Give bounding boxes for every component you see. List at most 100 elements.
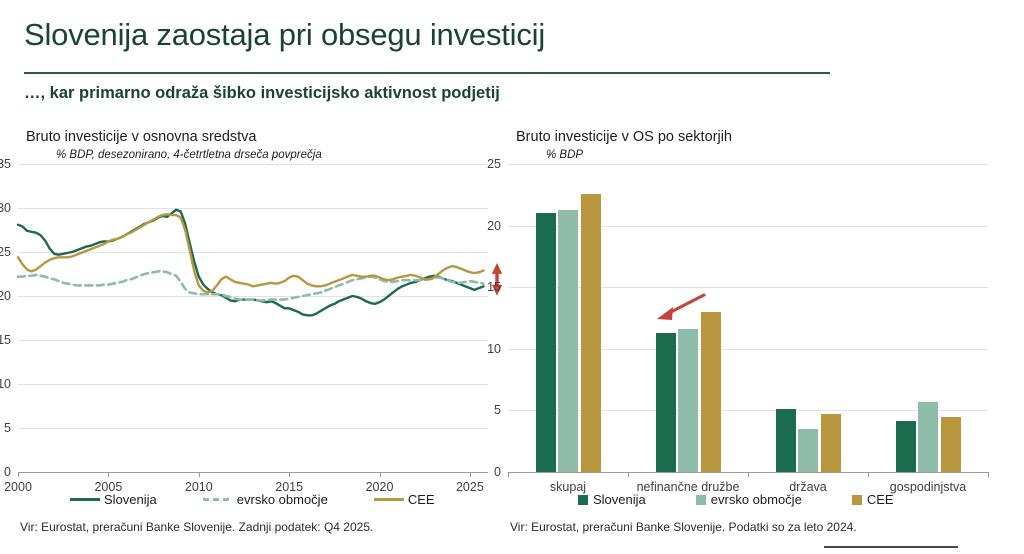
category-label-država: država	[789, 480, 827, 494]
x-tick-2025: 2025	[455, 480, 484, 494]
legend-swatch-icon	[851, 494, 862, 505]
y-tick-15: 15	[487, 280, 501, 295]
bar-gospodinjstva-cee	[940, 416, 961, 472]
line-cee	[16, 212, 485, 294]
x-tick-mark-2010	[198, 472, 200, 477]
x-tick-2020: 2020	[365, 480, 394, 494]
gap-arrow-icon	[491, 262, 503, 296]
line-evrsko-območje	[16, 270, 485, 302]
legend-swatch-icon	[202, 498, 233, 501]
red-arrow-icon	[657, 293, 706, 320]
legend-label: CEE	[866, 492, 894, 507]
gridline-25	[18, 252, 488, 253]
category-tick-mark-1	[628, 472, 629, 477]
legend-swatch-icon	[70, 498, 100, 501]
gridline-5	[508, 410, 988, 412]
legend-swatch-icon	[373, 498, 404, 501]
x-tick-mark-2025	[469, 472, 471, 477]
x-tick-mark-2005	[108, 472, 110, 477]
legend-swatch-icon	[695, 494, 706, 505]
bar-nefinančne-družbe-slovenija	[655, 332, 676, 472]
page-title: Slovenija zaostaja pri obsegu investicij	[24, 17, 546, 52]
legend-swatch-icon	[578, 494, 588, 505]
legend-label: Slovenija	[104, 492, 157, 507]
gridline-15	[508, 287, 988, 289]
y-tick-25: 25	[0, 245, 11, 259]
x-tick-2015: 2015	[275, 480, 304, 494]
y-tick-5: 5	[4, 421, 11, 435]
left-chart-unit: % BDP, desezonirano, 4-četrtletna drseča…	[56, 149, 322, 161]
gridline-10	[18, 384, 488, 385]
right-chart-title: Bruto investicije v OS po sektorjih	[516, 129, 732, 145]
right-chart-panel: Bruto investicije v OS po sektorjih % BD…	[487, 128, 1013, 534]
legend-item-evrsko-območje: evrsko območje	[695, 492, 802, 507]
legend-label: evrsko območje	[236, 492, 328, 507]
category-label-nefinančne-družbe: nefinančne družbe	[636, 480, 740, 494]
gridline-20	[18, 296, 488, 297]
x-tick-mark-2015	[289, 472, 291, 477]
y-tick-15: 15	[0, 333, 11, 347]
y-tick-30: 30	[0, 201, 11, 215]
gridline-20	[508, 225, 988, 227]
bar-država-cee	[820, 414, 841, 472]
bar-skupaj-cee	[580, 193, 601, 472]
bar-chart-legend: Slovenija evrsko območje CEE	[578, 492, 894, 507]
legend-label: Slovenija	[593, 492, 646, 507]
gridline-5	[18, 428, 488, 429]
line-series-group	[16, 208, 503, 317]
y-tick-20: 20	[0, 289, 11, 303]
right-chart-unit: % BDP	[546, 149, 584, 161]
y-tick-0: 0	[494, 465, 501, 479]
bar-nefinančne-družbe-evrsko-območje	[678, 329, 698, 472]
x-tick-2010: 2010	[184, 480, 213, 494]
bar-skupaj-slovenija	[535, 213, 556, 472]
x-tick-mark-2000	[18, 472, 19, 477]
left-chart-source: Vir: Eurostat, preračuni Banke Slovenije…	[20, 520, 374, 534]
legend-item-evrsko-območje: evrsko območje	[202, 492, 328, 507]
bar-nefinančne-družbe-cee	[700, 311, 721, 472]
gridline-25	[508, 164, 988, 165]
left-chart-panel: Bruto investicije v osnovna sredstva % B…	[0, 128, 508, 534]
legend-label: evrsko območje	[710, 492, 802, 507]
gridline-0	[18, 472, 488, 473]
line-chart-plot: 0 5 10 15 20 25 30 35 2000 2005 2010 2015 2020 2025	[0, 157, 503, 494]
y-tick-0: 0	[4, 465, 11, 479]
y-tick-10: 10	[0, 377, 11, 391]
legend-item-cee: CEE	[373, 492, 435, 507]
category-tick-mark-4	[988, 472, 989, 477]
category-label-skupaj: skupaj	[549, 480, 587, 494]
gridline-10	[508, 348, 988, 350]
left-chart-title: Bruto investicije v osnovna sredstva	[26, 129, 257, 145]
category-tick-mark-0	[508, 472, 509, 477]
legend-item-cee: CEE	[851, 492, 894, 507]
gridline-35	[18, 164, 488, 165]
line-chart-legend: Slovenija evrsko območje CEE	[70, 492, 435, 507]
y-tick-20: 20	[487, 218, 501, 233]
bar-skupaj-evrsko-območje	[558, 209, 578, 472]
page-subtitle: …, kar primarno odraža šibko investicijs…	[24, 84, 500, 102]
bar-država-slovenija	[775, 409, 796, 472]
legend-label: CEE	[407, 492, 435, 507]
y-tick-35: 35	[0, 157, 11, 171]
y-tick-25: 25	[487, 157, 501, 171]
bar-država-evrsko-območje	[798, 428, 818, 472]
legend-item-slovenija: Slovenija	[70, 492, 157, 507]
legend-item-slovenija: Slovenija	[578, 492, 646, 507]
x-tick-mark-2020	[379, 472, 381, 477]
bar-chart-plot: 0 5 10 15 20 25 skupaj nefinančne družbe država g…	[487, 157, 989, 494]
annotation-layer	[657, 293, 706, 320]
right-chart-source: Vir: Eurostat, preračuni Banke Slovenije…	[510, 520, 857, 534]
gridline-30	[18, 208, 488, 209]
x-tick-2000: 2000	[4, 480, 32, 494]
footer-divider	[824, 546, 958, 548]
category-tick-mark-2	[748, 472, 749, 477]
x-tick-2005: 2005	[94, 480, 123, 494]
bar-gospodinjstva-slovenija	[895, 420, 916, 472]
y-tick-10: 10	[487, 341, 501, 356]
y-tick-5: 5	[494, 403, 501, 418]
gridline-15	[18, 340, 488, 341]
title-divider	[24, 72, 830, 74]
bar-gospodinjstva-evrsko-območje	[918, 401, 938, 472]
category-label-gospodinjstva: gospodinjstva	[889, 480, 967, 494]
